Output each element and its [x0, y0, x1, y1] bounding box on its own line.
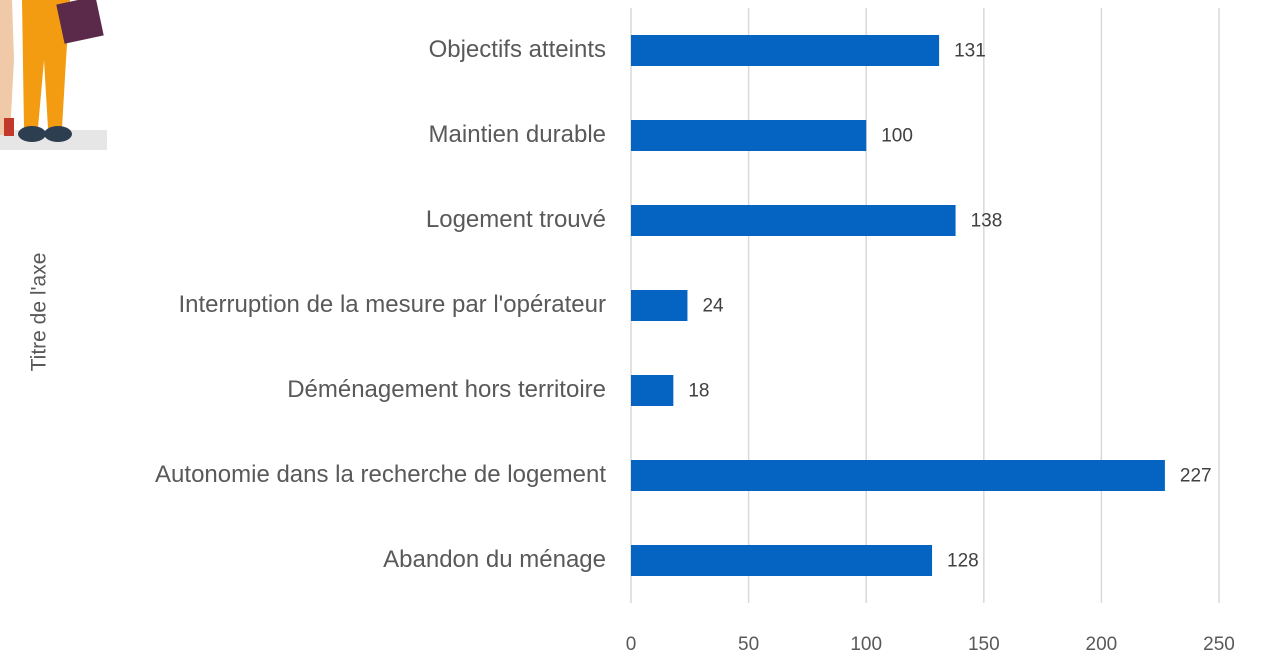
- bar: [631, 35, 940, 66]
- x-tick-label: 250: [1203, 634, 1235, 655]
- illustration: [0, 0, 107, 150]
- x-tick-label: 50: [738, 634, 759, 655]
- data-label: 138: [971, 211, 1003, 232]
- x-tick-label: 200: [1086, 634, 1118, 655]
- data-label: 18: [688, 381, 709, 402]
- y-tick-label: Autonomie dans la recherche de logement: [155, 461, 606, 488]
- y-tick-label: Abandon du ménage: [383, 546, 606, 573]
- bar: [631, 460, 1165, 491]
- data-label: 100: [881, 126, 913, 147]
- y-tick-label: Interruption de la mesure par l'opérateu…: [179, 291, 607, 318]
- x-tick-label: 0: [626, 634, 637, 655]
- data-label: 24: [702, 296, 724, 317]
- data-label: 131: [954, 41, 986, 62]
- data-label: 128: [947, 551, 979, 572]
- bar: [631, 545, 933, 576]
- y-tick-label: Logement trouvé: [426, 206, 606, 233]
- y-tick-label: Objectifs atteints: [429, 36, 606, 63]
- bar: [631, 120, 867, 151]
- axis-title: Titre de l'axe: [28, 253, 51, 372]
- bar: [631, 290, 688, 321]
- x-tick-label: 100: [850, 634, 882, 655]
- x-tick-label: 150: [968, 634, 1000, 655]
- y-tick-label: Déménagement hors territoire: [287, 376, 606, 403]
- bar: [631, 205, 956, 236]
- bar: [631, 375, 674, 406]
- data-label: 227: [1180, 466, 1212, 487]
- y-tick-label: Maintien durable: [429, 121, 606, 148]
